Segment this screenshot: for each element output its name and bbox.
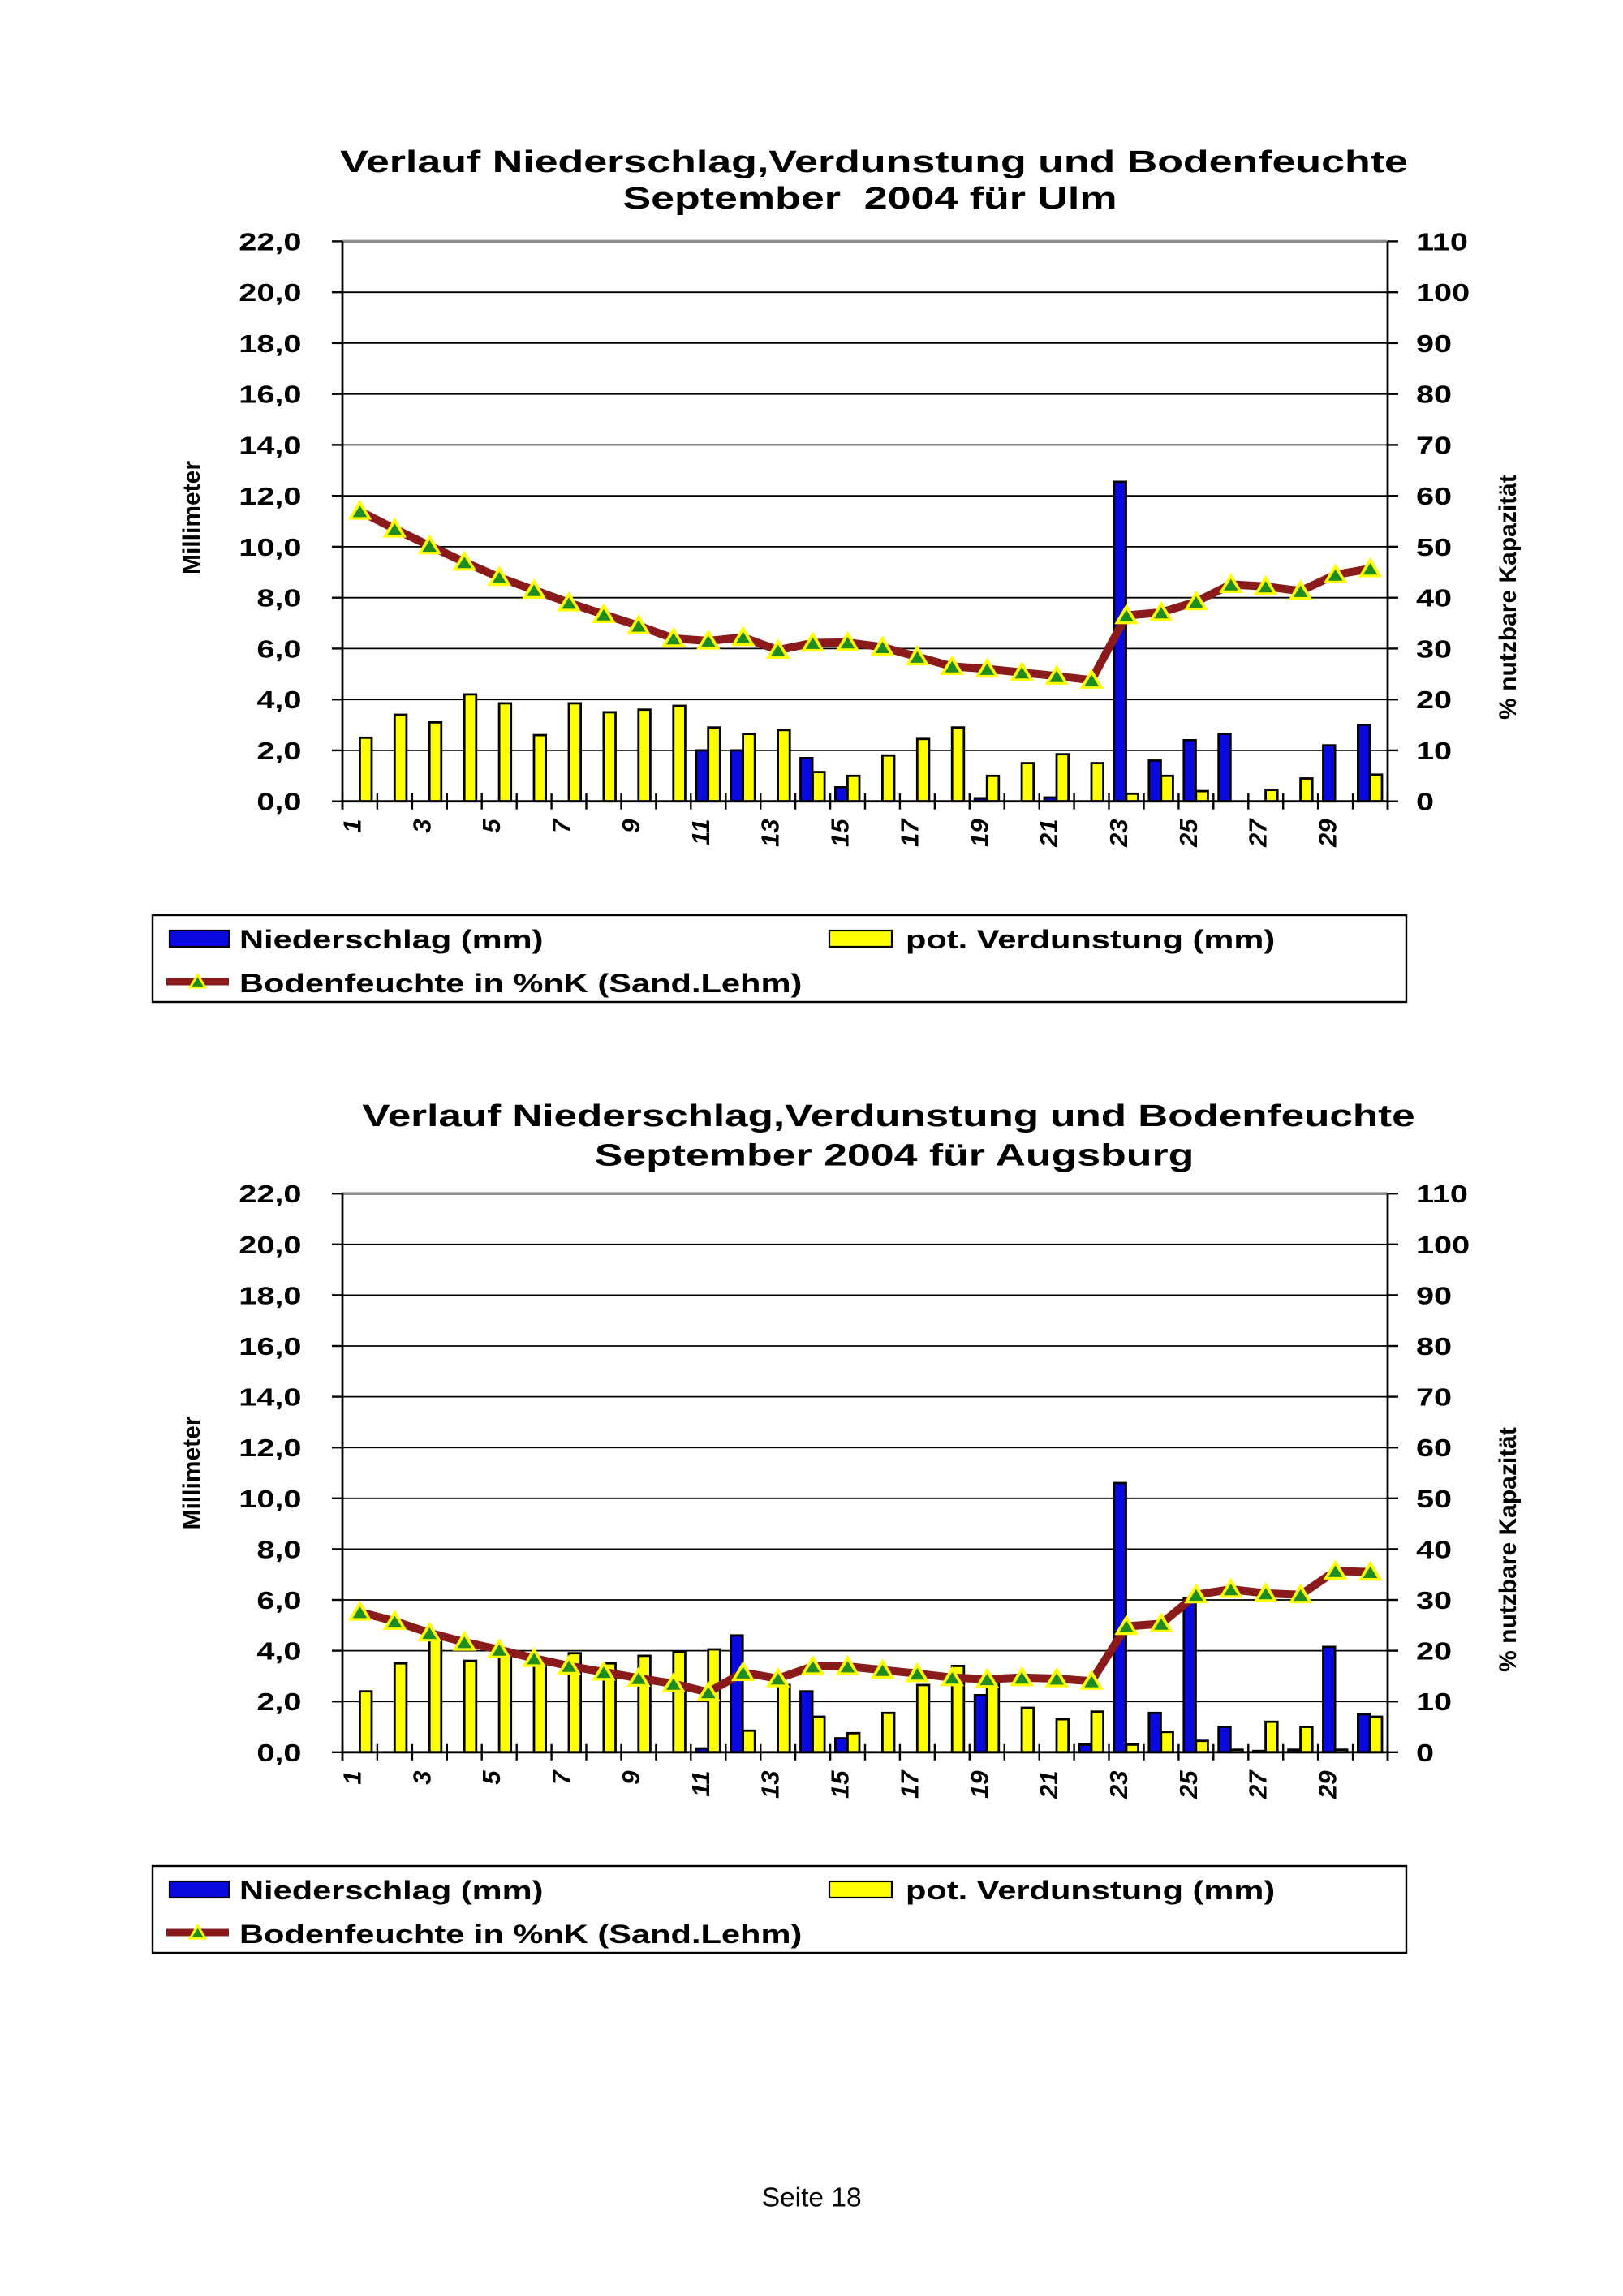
svg-text:4,0: 4,0 [256,1637,301,1666]
svg-text:2,0: 2,0 [256,737,301,765]
svg-text:11: 11 [687,1771,715,1797]
svg-text:18,0: 18,0 [239,1282,301,1310]
svg-text:15: 15 [826,1770,855,1799]
svg-text:21: 21 [1035,1771,1063,1799]
svg-text:27: 27 [1244,1769,1272,1799]
svg-text:50: 50 [1416,1485,1452,1513]
svg-text:1: 1 [338,1771,367,1785]
svg-text:20,0: 20,0 [239,1231,301,1259]
svg-text:12,0: 12,0 [239,482,301,510]
svg-text:14,0: 14,0 [239,1383,301,1412]
svg-text:16,0: 16,0 [239,381,301,409]
svg-text:25: 25 [1174,1770,1203,1799]
svg-text:50: 50 [1416,533,1452,561]
svg-text:29: 29 [1314,1770,1342,1799]
svg-text:Millimeter: Millimeter [179,1416,205,1529]
svg-text:10: 10 [1416,1688,1452,1716]
svg-text:10,0: 10,0 [239,1485,301,1513]
svg-text:6,0: 6,0 [256,1586,301,1615]
svg-text:13: 13 [756,1771,785,1799]
svg-text:80: 80 [1416,381,1452,409]
svg-text:7: 7 [547,1769,575,1785]
svg-text:60: 60 [1416,1434,1452,1462]
svg-text:% nutzbare Kapazität: % nutzbare Kapazität [1495,1427,1522,1672]
svg-text:1: 1 [338,819,367,833]
svg-text:60: 60 [1416,482,1452,510]
svg-text:100: 100 [1416,278,1470,307]
svg-text:22,0: 22,0 [239,1180,301,1208]
svg-text:30: 30 [1416,1586,1452,1615]
svg-text:30: 30 [1416,635,1452,664]
svg-text:10,0: 10,0 [239,533,301,561]
svg-text:15: 15 [826,819,855,847]
svg-text:110: 110 [1416,228,1468,256]
svg-text:20: 20 [1416,686,1452,714]
svg-text:110: 110 [1416,1180,1468,1208]
svg-text:80: 80 [1416,1332,1452,1361]
svg-text:12,0: 12,0 [239,1434,301,1462]
svg-text:13: 13 [756,819,785,847]
svg-text:70: 70 [1416,432,1452,460]
svg-text:5: 5 [477,819,506,833]
svg-text:9: 9 [617,1770,645,1785]
svg-text:Seite 18: Seite 18 [762,2183,862,2213]
svg-text:21: 21 [1035,819,1063,848]
svg-text:90: 90 [1416,329,1452,358]
svg-text:3: 3 [407,1771,436,1785]
svg-text:10: 10 [1416,737,1452,765]
svg-text:11: 11 [687,819,715,845]
svg-text:18,0: 18,0 [239,329,301,358]
svg-text:17: 17 [895,818,923,847]
svg-text:90: 90 [1416,1282,1452,1310]
svg-text:8,0: 8,0 [256,1536,301,1564]
svg-text:September 2004 für Augsburg: September 2004 für Augsburg [595,1137,1195,1172]
svg-text:6,0: 6,0 [256,635,301,664]
svg-text:40: 40 [1416,584,1452,613]
svg-text:Verlauf Niederschlag,Verdunstu: Verlauf Niederschlag,Verdunstung und Bod… [340,144,1408,179]
svg-text:3: 3 [407,819,436,833]
svg-text:16,0: 16,0 [239,1332,301,1361]
svg-text:40: 40 [1416,1536,1452,1564]
svg-text:Verlauf Niederschlag,Verdunstu: Verlauf Niederschlag,Verdunstung und Bod… [362,1098,1414,1133]
svg-text:Niederschlag (mm): Niederschlag (mm) [239,1876,543,1905]
svg-text:29: 29 [1314,819,1342,848]
svg-text:20: 20 [1416,1637,1452,1666]
svg-text:pot. Verdunstung (mm): pot. Verdunstung (mm) [906,925,1275,954]
svg-text:0,0: 0,0 [256,1739,301,1767]
svg-text:September 2004 für Ulm: September 2004 für Ulm [622,181,1117,216]
svg-text:25: 25 [1174,819,1203,848]
svg-text:0,0: 0,0 [256,788,301,816]
svg-text:% nutzbare Kapazität: % nutzbare Kapazität [1495,475,1522,720]
svg-text:20,0: 20,0 [239,278,301,307]
svg-text:19: 19 [965,1770,993,1799]
svg-text:Bodenfeuchte in %nK (Sand.Lehm: Bodenfeuchte in %nK (Sand.Lehm) [239,969,802,998]
svg-text:7: 7 [547,818,575,833]
svg-text:5: 5 [477,1770,506,1785]
svg-text:17: 17 [895,1769,923,1799]
svg-text:100: 100 [1416,1231,1470,1259]
svg-text:23: 23 [1104,819,1133,848]
svg-text:23: 23 [1104,1771,1133,1799]
svg-text:14,0: 14,0 [239,432,301,460]
svg-text:Millimeter: Millimeter [179,461,205,574]
svg-text:8,0: 8,0 [256,584,301,613]
svg-text:2,0: 2,0 [256,1688,301,1716]
svg-text:70: 70 [1416,1383,1452,1412]
svg-text:Niederschlag (mm): Niederschlag (mm) [239,925,543,954]
svg-text:22,0: 22,0 [239,228,301,256]
svg-text:27: 27 [1244,818,1272,848]
svg-text:19: 19 [965,819,993,847]
svg-text:9: 9 [617,819,645,833]
svg-text:Bodenfeuchte in %nK (Sand.Lehm: Bodenfeuchte in %nK (Sand.Lehm) [239,1920,802,1949]
svg-text:0: 0 [1416,788,1434,816]
svg-text:pot. Verdunstung (mm): pot. Verdunstung (mm) [906,1876,1275,1905]
svg-text:4,0: 4,0 [256,686,301,714]
svg-text:0: 0 [1416,1739,1434,1767]
